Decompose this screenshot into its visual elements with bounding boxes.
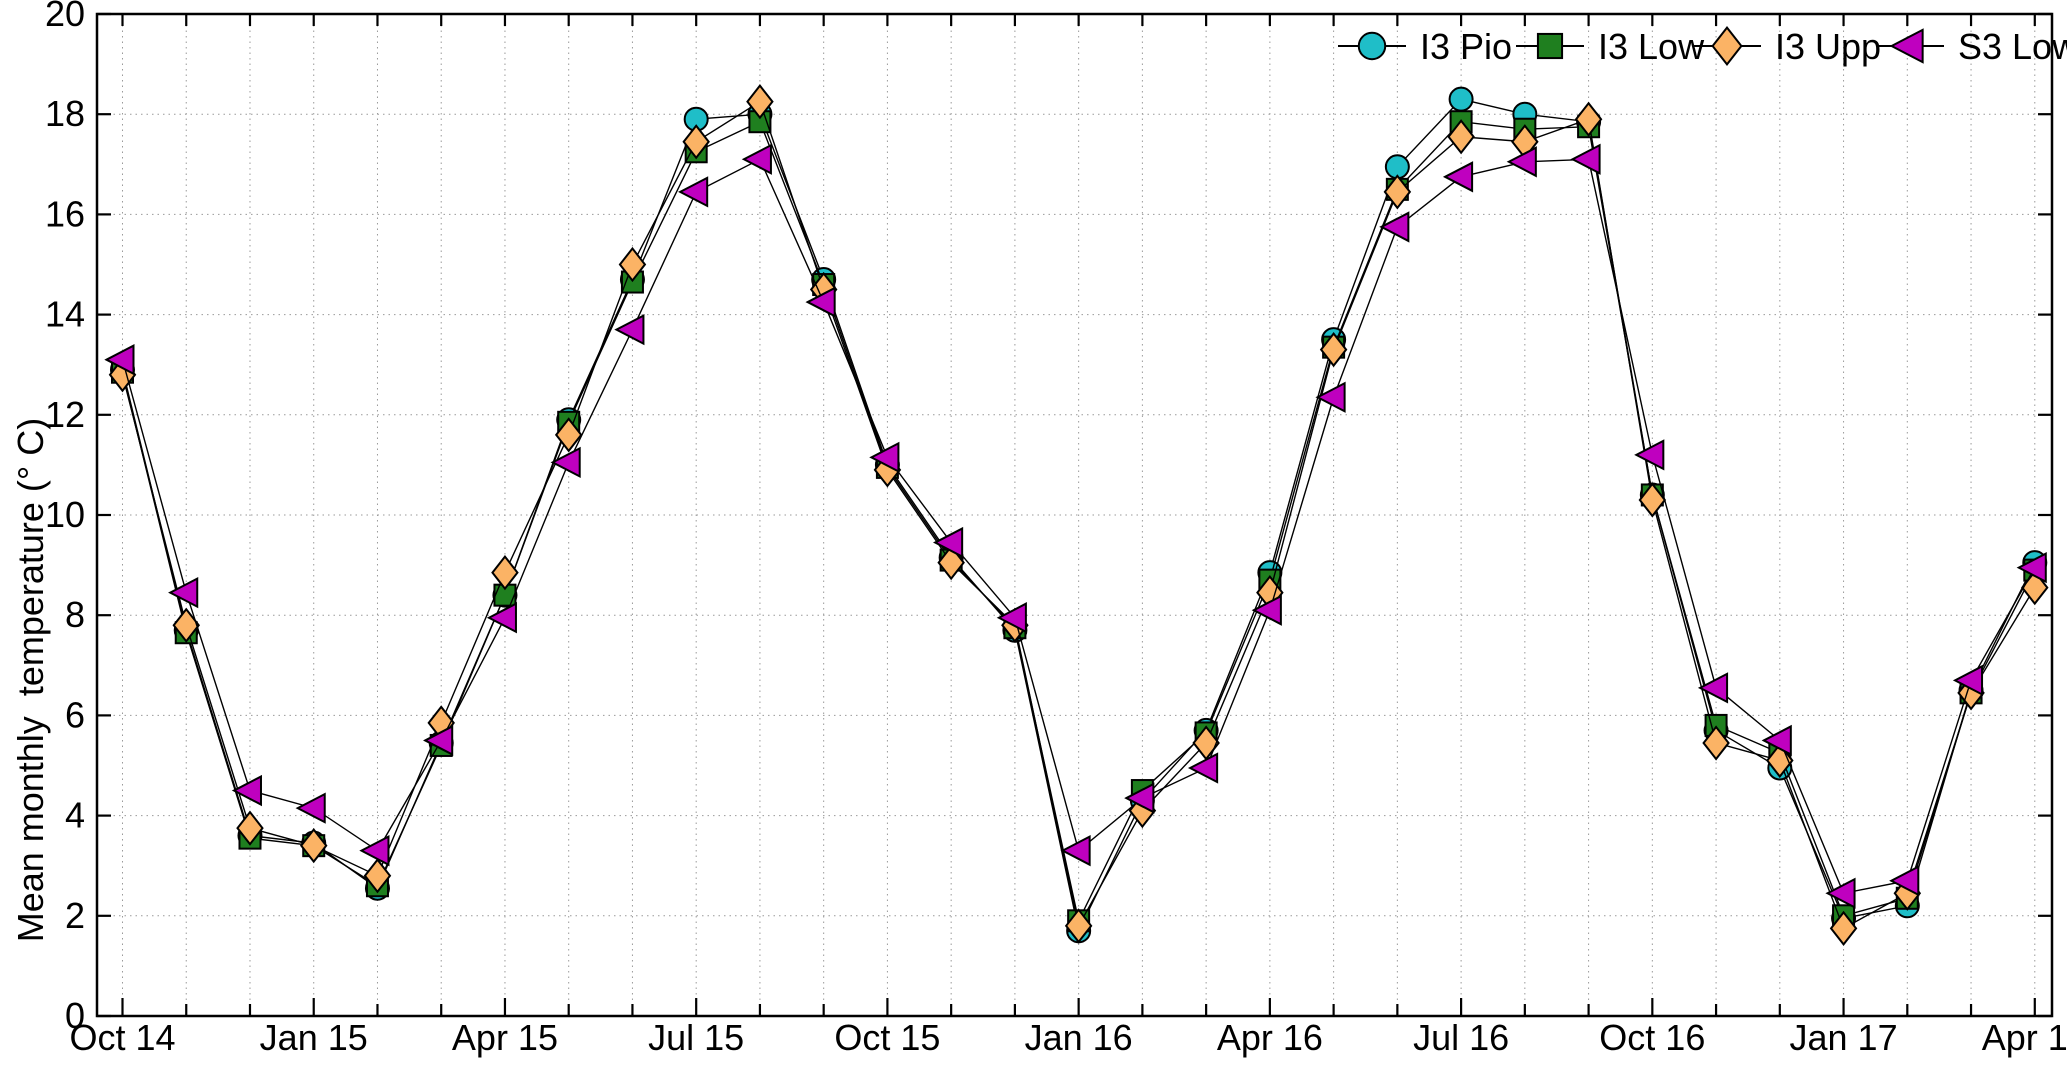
marker-diamond (1319, 332, 1348, 368)
y-tick-label: 4 (65, 795, 85, 836)
marker-triangle-left (359, 835, 390, 867)
x-tick-label: Oct 15 (834, 1017, 940, 1058)
marker-triangle-left (1697, 672, 1729, 704)
marker-triangle-left (1124, 782, 1155, 814)
legend-label: I3 Pio (1420, 26, 1512, 67)
y-tick-label: 2 (65, 895, 85, 936)
marker-triangle-left (2016, 551, 2047, 584)
x-tick-label: Jul 15 (648, 1017, 744, 1058)
marker-triangle-left (741, 143, 772, 175)
marker-triangle-left (1379, 211, 1410, 243)
marker-diamond (299, 828, 328, 864)
marker-square (1536, 32, 1564, 60)
marker-diamond (1829, 910, 1858, 946)
marker-triangle-left (932, 526, 964, 559)
x-tick-label: Oct 16 (1599, 1017, 1705, 1058)
marker-diamond (491, 554, 519, 591)
x-tick-label: Oct 14 (69, 1017, 175, 1058)
y-tick-label: 18 (45, 93, 85, 134)
legend-item-i3-upp: I3 Upp (1693, 25, 1881, 67)
marker-triangle-left (1825, 877, 1856, 909)
y-tick-label: 8 (65, 594, 85, 635)
y-axis-title: Mean monthly temperature (° C) (10, 417, 51, 943)
marker-diamond (236, 810, 264, 846)
legend-item-i3-low: I3 Low (1516, 26, 1705, 67)
marker-diamond (746, 84, 774, 120)
y-tick-label: 0 (65, 995, 85, 1036)
marker-triangle-left (168, 577, 199, 609)
marker-triangle-left (1889, 28, 1924, 64)
marker-triangle-left (1761, 724, 1792, 757)
marker-triangle-left (805, 286, 836, 318)
legend-label: I3 Upp (1775, 26, 1881, 67)
marker-diamond (1638, 482, 1667, 518)
marker-triangle-left (1315, 381, 1346, 413)
gridlines (97, 14, 2052, 1016)
marker-triangle-left (869, 441, 900, 474)
x-tick-label: Jan 16 (1025, 1017, 1133, 1058)
y-tick-label: 6 (65, 694, 85, 735)
marker-diamond (618, 246, 647, 283)
marker-diamond (1574, 101, 1603, 137)
marker-triangle-left (1187, 752, 1219, 784)
x-tick-label: Apr 15 (452, 1017, 558, 1058)
y-tick-label: 20 (45, 0, 85, 34)
y-tick-label: 10 (45, 494, 85, 535)
marker-triangle-left (104, 344, 135, 376)
legend: I3 Pio I3 Low I3 Upp S3 Low (1338, 25, 2067, 67)
legend-label: I3 Low (1598, 26, 1705, 67)
y-tick-label: 16 (45, 193, 85, 234)
marker-triangle-left (1889, 865, 1920, 897)
legend-item-s3-low: S3 Low (1876, 26, 2067, 67)
marker-triangle-left (1506, 146, 1537, 178)
legend-label: S3 Low (1958, 26, 2067, 67)
marker-circle (1448, 86, 1474, 112)
marker-diamond (554, 417, 583, 453)
marker-triangle-left (1251, 594, 1282, 626)
marker-triangle-left (1570, 143, 1601, 175)
y-tick-label: 14 (45, 294, 85, 335)
legend-item-i3-pio: I3 Pio (1338, 26, 1512, 67)
tick-labels: Oct 14 Jan 15 Apr 15 Jul 15 Oct 15 Jan 16 Apr … (45, 0, 2067, 1058)
x-tick-label: Apr 16 (1217, 1017, 1323, 1058)
marker-triangle-left (614, 313, 645, 346)
marker-triangle-left (1442, 161, 1474, 193)
marker-triangle-left (550, 446, 581, 479)
axis-ticks (97, 12, 2052, 1018)
marker-triangle-left (231, 774, 262, 807)
marker-triangle-left (678, 176, 709, 208)
marker-diamond (363, 858, 392, 894)
marker-diamond (1711, 25, 1743, 67)
marker-triangle-left (1060, 835, 1091, 867)
marker-triangle-left (1952, 664, 1984, 696)
marker-triangle-left (486, 602, 517, 634)
marker-diamond (682, 124, 710, 160)
marker-triangle-left (996, 602, 1027, 634)
marker-diamond (1447, 119, 1475, 155)
marker-triangle-left (1634, 439, 1665, 471)
marker-diamond (1702, 725, 1730, 761)
marker-triangle-left (423, 724, 454, 757)
x-tick-label: Jan 17 (1790, 1017, 1898, 1058)
series-s3-low (104, 143, 2047, 909)
marker-circle (1357, 31, 1387, 61)
marker-diamond (1064, 908, 1093, 944)
y-tick-label: 12 (45, 394, 85, 435)
marker-diamond (1383, 174, 1412, 210)
x-tick-label: Jan 15 (260, 1017, 368, 1058)
x-tick-label: Jul 16 (1413, 1017, 1509, 1058)
x-tick-label: Apr 17 (1982, 1017, 2067, 1058)
marker-triangle-left (295, 792, 326, 824)
